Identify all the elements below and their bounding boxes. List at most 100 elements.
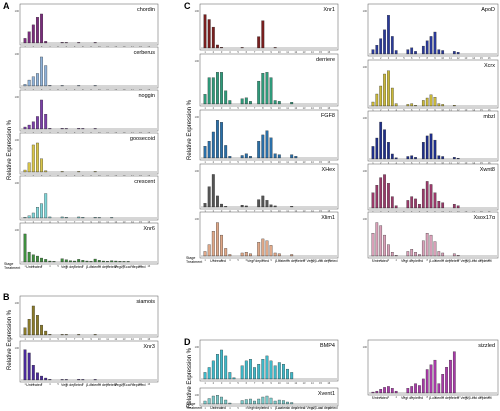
- bar-xwnt8-15: [429, 184, 433, 209]
- y-tick-label: 100: [363, 9, 368, 13]
- bar-xwnt8-18: [441, 202, 445, 209]
- tick-label: 11: [449, 161, 452, 165]
- tick-label: 2: [380, 395, 382, 399]
- bar-xwnt8-6: [394, 205, 398, 209]
- y-tick-label: 100: [15, 9, 20, 13]
- bar-xcrx-16: [433, 97, 437, 107]
- bar-xvent1-4: [220, 396, 223, 405]
- bar-xcrx-18: [441, 104, 445, 107]
- tick-label: 12: [294, 406, 297, 410]
- tick-label: 4: [395, 395, 397, 399]
- tick-label: 15: [139, 337, 142, 341]
- tick-label: 7: [74, 220, 76, 224]
- tick-label: 13: [123, 220, 126, 224]
- tick-label: 6: [246, 258, 248, 262]
- tick-label: 12: [114, 264, 117, 268]
- gene-name-derriere: derriere: [316, 57, 335, 63]
- bar-xwnt8-4: [387, 183, 390, 209]
- bar-xsox17a-16: [433, 241, 437, 257]
- y-axis-label-1: Relative Expression %: [7, 309, 13, 370]
- treatment-group-label: Vegt/β-cat depleted: [460, 259, 491, 263]
- bar-apod-21: [452, 51, 456, 55]
- bar-xnr6-1: [27, 251, 31, 263]
- bar-xsox17a-3: [383, 234, 386, 257]
- tick-label: 10: [441, 258, 444, 262]
- tick-label: 14: [311, 406, 314, 410]
- tick-label: 1: [24, 382, 26, 386]
- tick-label: 2: [213, 50, 215, 54]
- bar-xlim1-21: [290, 254, 294, 257]
- bar-apod-22: [456, 52, 460, 55]
- y-tick-label: 100: [15, 181, 20, 185]
- y-tick-label: 100: [363, 65, 368, 69]
- bar-apod-13: [421, 45, 425, 55]
- bar-xnr1-3: [216, 44, 219, 49]
- chart-frame: [367, 339, 499, 396]
- tick-label: 1: [372, 56, 374, 60]
- tick-label: 3: [41, 382, 43, 386]
- bar-crescent-3: [36, 207, 39, 219]
- bar-cerberus-2: [31, 76, 35, 87]
- bar-xwnt8-10: [410, 196, 414, 209]
- tick-label: 9: [434, 56, 436, 60]
- tick-label: 9: [270, 209, 272, 213]
- chart-frame: [19, 46, 159, 89]
- tick-label: 12: [457, 258, 460, 262]
- tick-label: 10: [441, 161, 444, 165]
- bar-xvent1-16: [269, 397, 273, 405]
- bar-xvent1-21: [290, 402, 294, 405]
- tick-label: 1: [204, 209, 206, 213]
- tick-label: 14: [311, 381, 314, 385]
- bar-crescent-5: [44, 193, 48, 219]
- gene-name-cerberus: cerberus: [134, 50, 156, 56]
- tick-label: 16: [488, 108, 491, 112]
- tick-label: 11: [449, 258, 452, 262]
- tick-label: 9: [434, 395, 436, 399]
- tick-label: 14: [311, 209, 314, 213]
- gene-name-apod: ApoD: [481, 7, 495, 13]
- y-tick-label: 100: [15, 52, 20, 56]
- chart-frame: [19, 132, 159, 175]
- bar-xhex-1: [207, 186, 211, 208]
- bar-sizzled-1: [375, 390, 379, 394]
- tick-label: 14: [311, 106, 314, 110]
- bar-xnr6-5: [44, 259, 48, 263]
- bar-mbzl-17: [437, 155, 441, 160]
- tick-label: 8: [262, 381, 264, 385]
- bar-sizzled-2: [379, 389, 383, 394]
- treatment-group-label: β-catenin depleted: [429, 396, 459, 400]
- tick-label: 6: [66, 264, 68, 268]
- bar-xvent1-2: [211, 395, 215, 405]
- tick-label: 14: [472, 258, 475, 262]
- bar-siamois-2: [31, 305, 35, 336]
- bar-fgf8-3: [216, 120, 219, 159]
- chart-frame: [19, 175, 159, 221]
- tick-label: 2: [213, 406, 215, 410]
- tick-label: 13: [303, 209, 306, 213]
- treatment-group-label: Untreated: [210, 406, 226, 410]
- bar-mbzl-5: [390, 153, 394, 160]
- tick-label: 16: [327, 381, 330, 385]
- treatment-group-label: Untreated: [210, 259, 226, 263]
- bar-xsox17a-18: [441, 252, 445, 257]
- tick-label: 16: [147, 382, 150, 386]
- y-tick-label: 100: [195, 217, 200, 221]
- tick-label: 10: [441, 56, 444, 60]
- tick-label: 7: [74, 264, 76, 268]
- treatment-group-label: Vegt depleted: [61, 265, 83, 269]
- tick-label: 10: [278, 406, 281, 410]
- tick-label: 2: [213, 209, 215, 213]
- treatment-group-label: Vegt/β-cat depleted: [306, 259, 337, 263]
- bar-xcrx-13: [421, 100, 425, 107]
- bar-bmp4-3: [216, 354, 219, 380]
- tick-label: 6: [246, 160, 248, 164]
- bar-siamois-1: [27, 319, 31, 336]
- chart-frame: [19, 222, 159, 265]
- bar-derriere-6: [228, 100, 232, 105]
- tick-label: 9: [270, 258, 272, 262]
- tick-label: 1: [204, 106, 206, 110]
- bar-xlim1-9: [240, 252, 244, 257]
- tick-label: 14: [472, 56, 475, 60]
